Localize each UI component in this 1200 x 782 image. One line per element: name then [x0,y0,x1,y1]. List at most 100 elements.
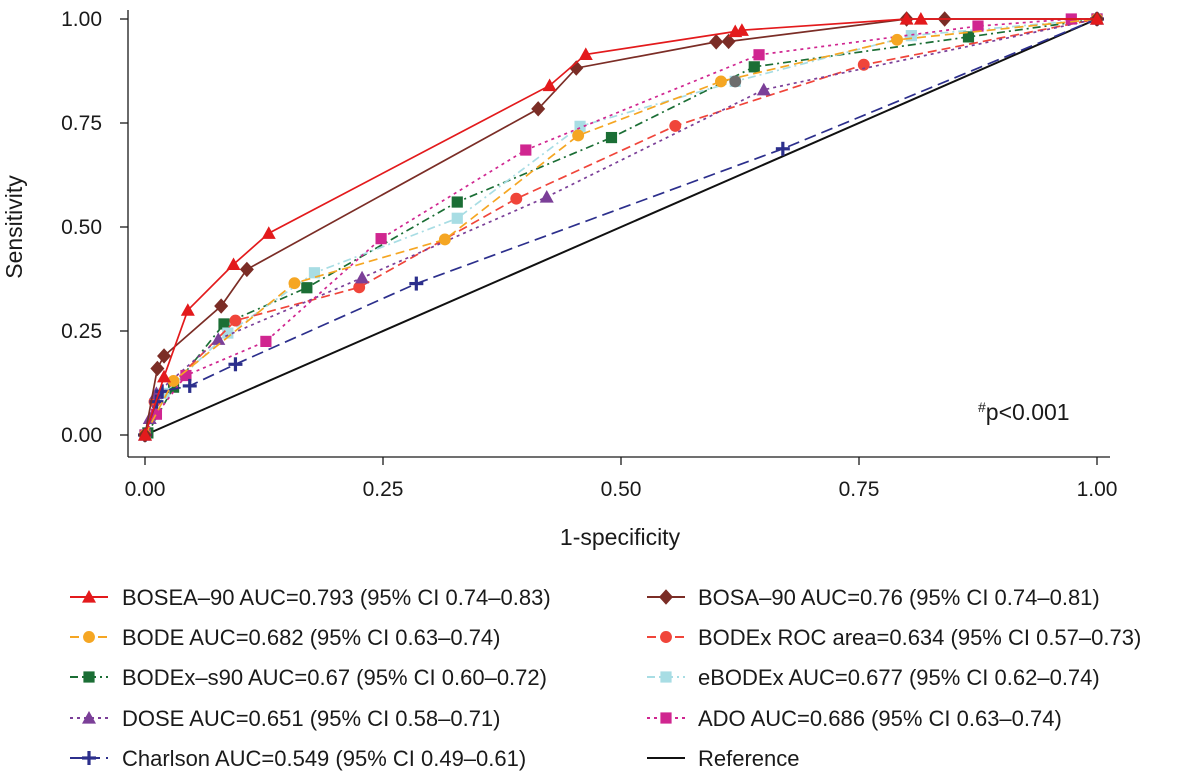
p-value-annotation: #p<0.001 [978,399,1070,425]
series-bodex-point-4 [510,192,523,205]
series-ado-point-7 [972,20,984,32]
series-bosa-90-point-8 [721,33,736,50]
legend-item-ado: ADO AUC=0.686 (95% CI 0.63–0.74) [647,706,1062,731]
legend-item-bosa-90-marker [659,589,673,605]
series-ado-point-6 [753,49,765,61]
series-bodex-point-2 [229,314,242,327]
series-bodex-s90-point-2 [167,381,180,393]
y-axis-title: Sensitivity [1,175,27,279]
x-tick-label-2: 0.50 [601,478,642,501]
series-bosa-90-point-5 [531,101,546,117]
legend-item-bodex-s90: BODEx–s90 AUC=0.67 (95% CI 0.60–0.72) [70,665,547,690]
series-bodex-s90-line [144,18,1098,436]
series-bosea-90-point-2 [180,303,195,316]
series-bode-point-2 [288,277,301,290]
series-ado-line [144,18,1097,436]
legend-item-bosea-90-marker [82,590,96,603]
extra-marker-0 [729,75,742,88]
series-ebodex-point-4 [451,212,463,224]
series-bosea-90-point-1 [157,369,172,383]
series-ado-point-4 [375,233,387,245]
legend-item-dose: DOSE AUC=0.651 (95% CI 0.58–0.71) [70,706,501,731]
series-dose-point-3 [211,332,226,345]
series-ebodex-point-3 [308,267,321,279]
p-value-text: p<0.001 [986,399,1070,425]
y-tick-label-0: 0.00 [61,424,102,447]
series-bodex-s90-point-8 [962,31,975,43]
series-bosa-90-point-4 [239,261,254,278]
series-charlson-point-2 [155,384,170,399]
series-ebodex-point-2 [222,327,234,339]
series-bodex-point-3 [353,281,366,294]
series-bodex-s90-point-5 [451,196,463,208]
legend-item-charlson-label: Charlson AUC=0.549 (95% CI 0.49–0.61) [122,746,526,771]
x-tick-label-0: 0.00 [125,478,166,501]
series-bode-point-3 [438,233,451,246]
series-bodex-point-5 [669,119,682,132]
legend-item-ado-label: ADO AUC=0.686 (95% CI 0.63–0.74) [698,706,1062,731]
series-bodex-point-6 [857,58,870,71]
series-ado-point-3 [260,335,272,347]
series-bosea-90-point-5 [542,78,557,92]
legend-item-reference: Reference [647,746,800,771]
series-bosea-90-point-8 [734,23,749,36]
series-bode-point-6 [891,33,904,46]
legend-item-bosa-90: BOSA–90 AUC=0.76 (95% CI 0.74–0.81) [647,585,1100,610]
legend-item-charlson-marker [82,751,96,765]
series-bosea-90-point-0 [138,428,152,441]
legend-item-bosea-90-label: BOSEA–90 AUC=0.793 (95% CI 0.74–0.83) [122,585,551,610]
legend-item-bode-label: BODE AUC=0.682 (95% CI 0.63–0.74) [122,625,501,650]
series-ebodex-point-5 [574,120,586,132]
y-tick-label-3: 0.75 [61,112,102,135]
series-charlson-point-5 [409,276,424,291]
series-bodex-s90-point-7 [748,61,760,73]
series-bosea-90-point-4 [261,226,276,239]
series-charlson-point-4 [228,357,243,372]
legend-item-dose-marker [82,711,96,724]
series-bode-point-4 [572,129,585,142]
series-bosa-90-point-2 [157,348,172,364]
series-bosea-90-point-9 [899,12,914,25]
x-tick-label-3: 0.75 [839,478,880,501]
series-bodex-s90-point-4 [301,282,313,294]
series-reference [144,18,1098,436]
plot-area [138,11,1104,443]
series-bodex-s90-point-3 [218,318,230,330]
series-dose-point-6 [756,82,771,96]
legend-item-ebodex-label: eBODEx AUC=0.677 (95% CI 0.62–0.74) [698,665,1100,690]
series-bosea-90-point-6 [578,47,593,60]
series-bosea-90-point-11 [1090,12,1104,25]
series-bode-line [144,18,1098,436]
legend-item-bodex-s90-marker [83,671,95,683]
legend-item-bode-marker [83,631,95,643]
series-bosea-90-point-3 [226,257,241,271]
series-dose-point-4 [355,270,370,284]
series-ado-point-2 [180,369,192,382]
y-tick-label-4: 1.00 [61,8,102,31]
series-ado-point-1 [150,408,163,420]
legend-item-bodex: BODEx ROC area=0.634 (95% CI 0.57–0.73) [647,625,1141,650]
legend-item-ebodex: eBODEx AUC=0.677 (95% CI 0.62–0.74) [647,665,1100,690]
legend-item-ado-marker [660,712,672,724]
legend: BOSEA–90 AUC=0.793 (95% CI 0.74–0.83) BOD… [70,585,1141,771]
series-bodex-line [144,18,1098,436]
legend-item-dose-label: DOSE AUC=0.651 (95% CI 0.58–0.71) [122,706,501,731]
axes: 0.00 0.25 0.50 0.75 1.00 0.00 0.25 0.50 0.75 1.00 [61,8,1117,501]
legend-item-reference-label: Reference [698,746,800,771]
y-tick-label-2: 0.50 [61,216,102,239]
series-bosea-90-point-10 [913,12,928,25]
legend-item-bosea-90: BOSEA–90 AUC=0.793 (95% CI 0.74–0.83) [70,585,551,610]
legend-item-charlson: Charlson AUC=0.549 (95% CI 0.49–0.61) [70,746,526,771]
series-bode-point-1 [167,374,180,387]
x-axis-title: 1-specificity [560,524,681,550]
series-bosa-90-point-1 [150,360,165,377]
x-tick-label-1: 0.25 [363,478,404,501]
series-dose-point-5 [539,190,554,203]
series-charlson-point-6 [775,141,790,156]
p-value-superscript: # [978,399,986,415]
y-tick-label-1: 0.25 [61,320,102,343]
legend-item-bode: BODE AUC=0.682 (95% CI 0.63–0.74) [70,625,501,650]
legend-item-bodex-marker [660,631,672,643]
legend-item-bodex-label: BODEx ROC area=0.634 (95% CI 0.57–0.73) [698,625,1141,650]
